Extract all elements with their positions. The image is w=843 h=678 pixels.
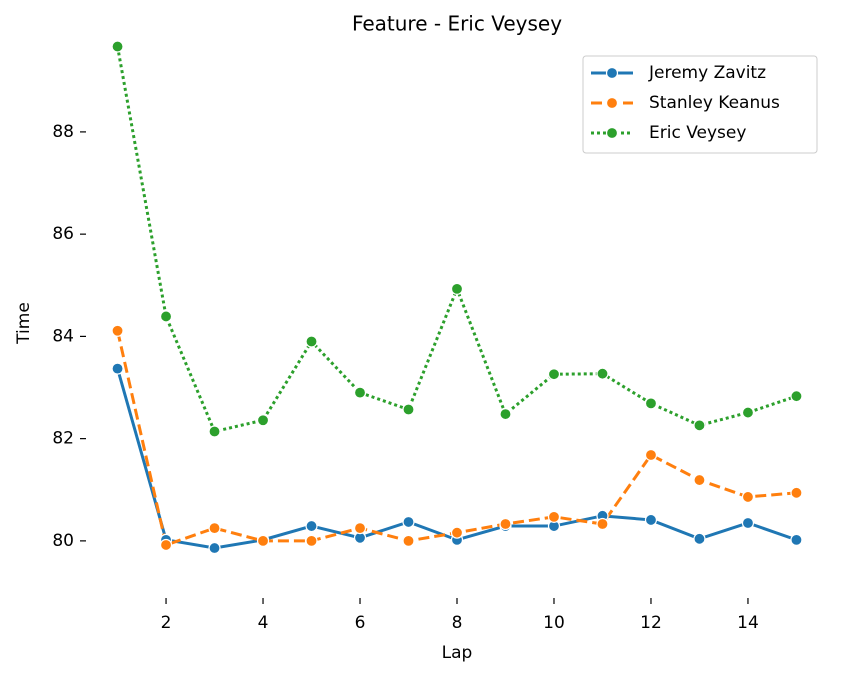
data-point (208, 425, 221, 438)
series-line (116, 330, 797, 547)
data-point (741, 490, 755, 504)
data-point (741, 516, 755, 530)
legend-marker (605, 66, 619, 80)
x-tick-label: 14 (737, 613, 759, 633)
data-point (256, 414, 270, 427)
data-point (111, 324, 124, 337)
data-point (790, 390, 803, 403)
data-point (499, 517, 512, 531)
legend-box (582, 55, 818, 154)
data-point (547, 510, 561, 523)
legend-label: Eric Veysey (649, 123, 746, 143)
data-point (693, 473, 706, 487)
data-point (790, 533, 803, 546)
data-point (208, 521, 221, 535)
data-point (159, 538, 173, 552)
data-point (305, 335, 318, 348)
x-tick-label: 6 (355, 613, 366, 633)
data-point (499, 407, 512, 421)
data-point (111, 40, 124, 53)
x-tick-label: 4 (258, 613, 269, 633)
y-axis-label: Time (14, 302, 34, 345)
x-tick-label: 12 (640, 613, 662, 633)
data-point (547, 368, 561, 381)
data-point (353, 521, 367, 535)
data-point (693, 419, 706, 432)
x-tick-label: 10 (543, 613, 565, 633)
data-point (402, 534, 415, 547)
x-axis-label: Lap (442, 643, 473, 663)
data-point (644, 513, 658, 527)
data-point (159, 310, 173, 323)
data-point (596, 367, 609, 380)
data-point (353, 386, 367, 399)
legend-marker (605, 96, 619, 110)
chart-title: Feature - Eric Veysey (352, 12, 562, 36)
data-point (644, 448, 658, 462)
data-point (790, 486, 803, 499)
data-point (450, 526, 464, 539)
y-tick-label: 86 (52, 224, 74, 244)
legend-label: Stanley Keanus (649, 93, 780, 113)
data-point (402, 515, 415, 529)
data-point (644, 397, 658, 410)
x-tick-label: 8 (452, 613, 463, 633)
data-point (741, 406, 755, 419)
y-tick-label: 88 (52, 122, 74, 142)
data-point (402, 403, 415, 416)
data-point (208, 541, 221, 555)
data-point (450, 282, 464, 295)
data-point (111, 362, 124, 375)
series-line (116, 368, 797, 550)
data-point (256, 534, 270, 547)
data-point (693, 532, 706, 545)
data-point (596, 517, 609, 531)
data-point (305, 534, 318, 547)
legend: Jeremy Zavitz Stanley Keanus Eric Veysey (582, 55, 818, 154)
legend-label: Jeremy Zavitz (648, 63, 766, 83)
data-point (305, 519, 318, 533)
legend-marker (605, 126, 619, 140)
x-tick-label: 2 (161, 613, 172, 633)
y-tick-label: 80 (52, 531, 74, 551)
y-tick-label: 82 (52, 429, 74, 449)
y-tick-label: 84 (52, 326, 74, 346)
